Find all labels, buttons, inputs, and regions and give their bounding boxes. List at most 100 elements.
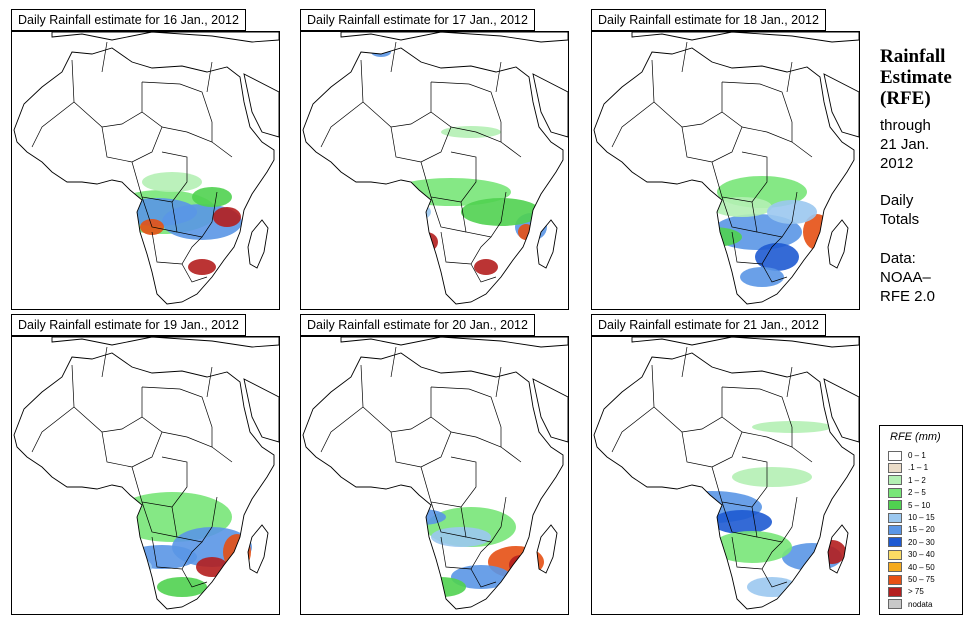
rainfall-map — [591, 31, 860, 310]
coastline — [243, 378, 279, 443]
country-border — [470, 263, 497, 283]
coastline — [536, 524, 558, 574]
legend-item: 15 – 20 — [888, 524, 935, 535]
country-border — [71, 59, 143, 128]
rain-patch — [391, 202, 431, 222]
legend-swatch — [888, 599, 902, 610]
rain-patch — [112, 557, 152, 577]
country-border — [31, 406, 75, 453]
title-line-1: Rainfall — [880, 46, 946, 67]
coastline — [340, 32, 568, 43]
country-border — [360, 59, 432, 128]
rain-patches — [396, 507, 544, 597]
country-border — [141, 386, 213, 447]
legend-item: 5 – 10 — [888, 500, 930, 511]
country-border — [181, 568, 208, 588]
country-border — [101, 346, 108, 378]
country-border — [651, 59, 723, 128]
legend-item: 40 – 50 — [888, 562, 935, 573]
legend-swatch — [888, 512, 902, 523]
coastline — [536, 219, 558, 269]
rain-patch — [461, 198, 541, 226]
rain-patch — [431, 527, 491, 547]
legend-swatch — [888, 537, 902, 548]
country-border — [360, 364, 432, 433]
coastline — [532, 73, 568, 138]
country-border — [711, 151, 768, 203]
rain-patch — [157, 577, 207, 597]
rainfall-map — [300, 336, 569, 615]
rainfall-map — [591, 336, 860, 615]
country-border — [101, 111, 163, 163]
rain-patch — [213, 207, 241, 227]
legend-swatch — [888, 562, 902, 573]
title-line-2: Estimate — [880, 67, 952, 88]
rain-patch — [712, 510, 772, 534]
coastline — [823, 73, 859, 138]
country-border — [761, 568, 788, 588]
country-border — [320, 101, 364, 148]
title-line-3: (RFE) — [880, 88, 931, 109]
country-border — [141, 501, 178, 538]
country-border — [430, 501, 467, 538]
legend-swatch — [888, 586, 902, 597]
rain-patch — [196, 557, 228, 577]
rain-patch — [474, 259, 498, 275]
country-border — [681, 416, 743, 468]
legend-item: 30 – 40 — [888, 549, 935, 560]
country-border — [430, 196, 467, 233]
country-border — [721, 501, 758, 538]
country-border — [31, 101, 75, 148]
data-line-3: RFE 2.0 — [880, 288, 936, 305]
coastline — [593, 47, 855, 305]
legend-item: > 75 — [888, 586, 924, 597]
coastline — [302, 352, 564, 610]
coastline — [51, 32, 279, 43]
country-border — [390, 41, 397, 73]
country-border — [101, 41, 108, 73]
legend-label: 15 – 20 — [908, 525, 935, 535]
data-line-2: NOAA– — [880, 269, 931, 286]
legend-item: 20 – 30 — [888, 537, 935, 548]
country-border — [101, 416, 163, 468]
coastline — [247, 524, 269, 574]
rain-patch — [223, 534, 251, 570]
rain-patch — [102, 264, 142, 280]
country-border — [611, 101, 655, 148]
legend-swatch — [888, 450, 902, 461]
legend-swatch — [888, 524, 902, 535]
legend-label: 1 – 2 — [908, 475, 926, 485]
legend-label: nodata — [908, 599, 933, 609]
legend-swatch — [888, 487, 902, 498]
rain-patch — [518, 224, 534, 240]
rain-patch — [441, 126, 501, 138]
rain-patches — [662, 421, 846, 597]
coastline — [340, 337, 568, 348]
country-border — [681, 346, 688, 378]
daily-line-2: Totals — [880, 211, 920, 228]
legend-label: 50 – 75 — [908, 575, 935, 584]
rain-patch — [22, 579, 82, 595]
rfe-legend: RFE (mm) 0 – 1 .1 – 1 1 – 2 2 – 5 5 – 10 10 –… — [879, 425, 963, 615]
rain-patches — [64, 37, 242, 280]
data-source-text: Data: NOAA– RFE 2.0 — [880, 249, 935, 306]
country-border — [390, 111, 452, 163]
panel-title: Daily Rainfall estimate for 21 Jan., 201… — [591, 314, 826, 336]
coastline — [827, 219, 849, 269]
country-border — [611, 406, 655, 453]
country-border — [420, 456, 477, 508]
country-border — [721, 81, 793, 142]
country-border — [390, 416, 452, 468]
legend-title: RFE (mm) — [890, 431, 941, 443]
country-border — [206, 366, 213, 398]
country-border — [430, 81, 502, 142]
country-border — [71, 364, 143, 433]
rain-patch — [416, 577, 466, 597]
country-border — [141, 81, 213, 142]
country-border — [495, 366, 502, 398]
legend-swatch — [888, 462, 902, 473]
panel-title: Daily Rainfall estimate for 19 Jan., 201… — [11, 314, 246, 336]
panel-title: Daily Rainfall estimate for 16 Jan., 201… — [11, 9, 246, 31]
country-border — [711, 456, 768, 508]
rain-patch — [818, 540, 846, 564]
